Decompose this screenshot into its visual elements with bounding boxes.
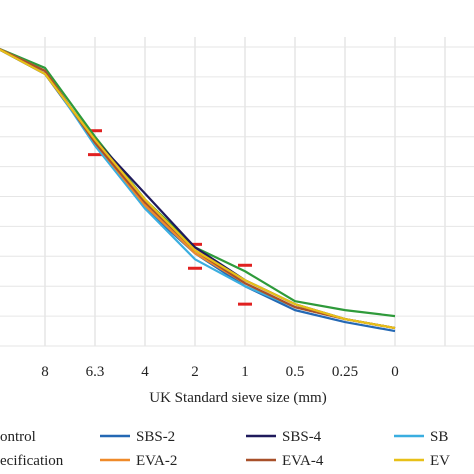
specification-limit-marks: [88, 129, 252, 306]
legend-item-eva-4: EVA-4: [246, 453, 324, 469]
legend-item-sbs-4: SBS-4: [246, 429, 322, 445]
legend-label: SB: [430, 429, 448, 445]
legend-label: EV: [430, 453, 450, 469]
x-tick-label: 2: [191, 364, 199, 380]
x-tick-label: 0.25: [332, 364, 358, 380]
grid-lines: [0, 37, 474, 347]
x-tick-label: 4: [141, 364, 149, 380]
x-tick-label: 1: [241, 364, 249, 380]
legend-label: SBS-4: [282, 429, 322, 445]
legend-item-sbs-2: SBS-2: [100, 429, 175, 445]
series-line-eva-5: [0, 48, 396, 330]
legend-label: ontrol: [0, 429, 36, 445]
legend-label: SBS-2: [136, 429, 175, 445]
legend-item-control: ontrol: [0, 429, 36, 445]
x-tick-label: 0.5: [286, 364, 305, 380]
legend-label: EVA-4: [282, 453, 324, 469]
x-axis-label: UK Standard sieve size (mm): [149, 390, 326, 406]
series-line-control: [0, 47, 396, 318]
legend: ontrol SBS-2 SBS-4 SB ecification EVA-2 EVA-4 E…: [0, 429, 450, 469]
legend-item-eva-5: EV: [394, 453, 450, 469]
legend-item-sbs-5: SB: [394, 429, 448, 445]
x-tick-label: 8: [41, 364, 49, 380]
legend-item-specification: ecification: [0, 453, 64, 469]
legend-label: ecification: [0, 453, 64, 469]
series-lines: [0, 47, 396, 333]
x-tick-label: 0: [391, 364, 399, 380]
x-tick-label: 6.3: [86, 364, 105, 380]
x-tick-labels: 8 6.3 4 2 1 0.5 0.25 0: [41, 364, 399, 380]
legend-label: EVA-2: [136, 453, 177, 469]
legend-item-eva-2: EVA-2: [100, 453, 177, 469]
